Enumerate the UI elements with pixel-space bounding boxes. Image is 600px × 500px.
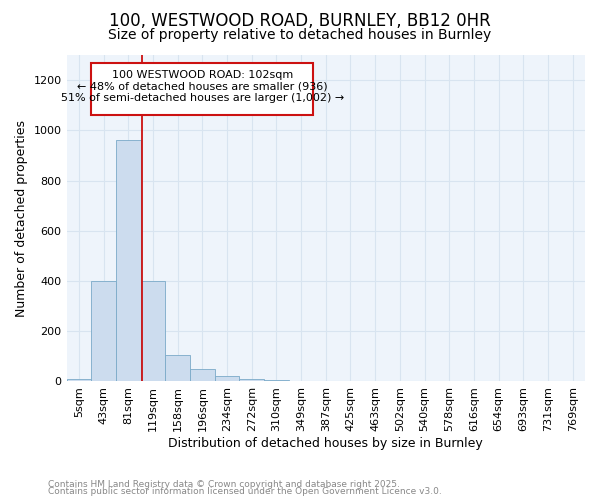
Text: 51% of semi-detached houses are larger (1,002) →: 51% of semi-detached houses are larger (… bbox=[61, 92, 344, 102]
Bar bbox=[116, 140, 140, 382]
Bar bbox=[264, 380, 289, 382]
Bar bbox=[165, 355, 190, 382]
Text: Size of property relative to detached houses in Burnley: Size of property relative to detached ho… bbox=[109, 28, 491, 42]
Bar bbox=[239, 379, 264, 382]
Bar bbox=[190, 369, 215, 382]
Text: 100 WESTWOOD ROAD: 102sqm: 100 WESTWOOD ROAD: 102sqm bbox=[112, 70, 293, 80]
X-axis label: Distribution of detached houses by size in Burnley: Distribution of detached houses by size … bbox=[169, 437, 483, 450]
Bar bbox=[67, 379, 91, 382]
Text: 100, WESTWOOD ROAD, BURNLEY, BB12 0HR: 100, WESTWOOD ROAD, BURNLEY, BB12 0HR bbox=[109, 12, 491, 30]
Bar bbox=[215, 376, 239, 382]
Bar bbox=[91, 281, 116, 382]
Y-axis label: Number of detached properties: Number of detached properties bbox=[15, 120, 28, 316]
Text: ← 48% of detached houses are smaller (936): ← 48% of detached houses are smaller (93… bbox=[77, 82, 328, 92]
Bar bbox=[140, 281, 165, 382]
Text: Contains public sector information licensed under the Open Government Licence v3: Contains public sector information licen… bbox=[48, 488, 442, 496]
FancyBboxPatch shape bbox=[91, 62, 313, 116]
Text: Contains HM Land Registry data © Crown copyright and database right 2025.: Contains HM Land Registry data © Crown c… bbox=[48, 480, 400, 489]
